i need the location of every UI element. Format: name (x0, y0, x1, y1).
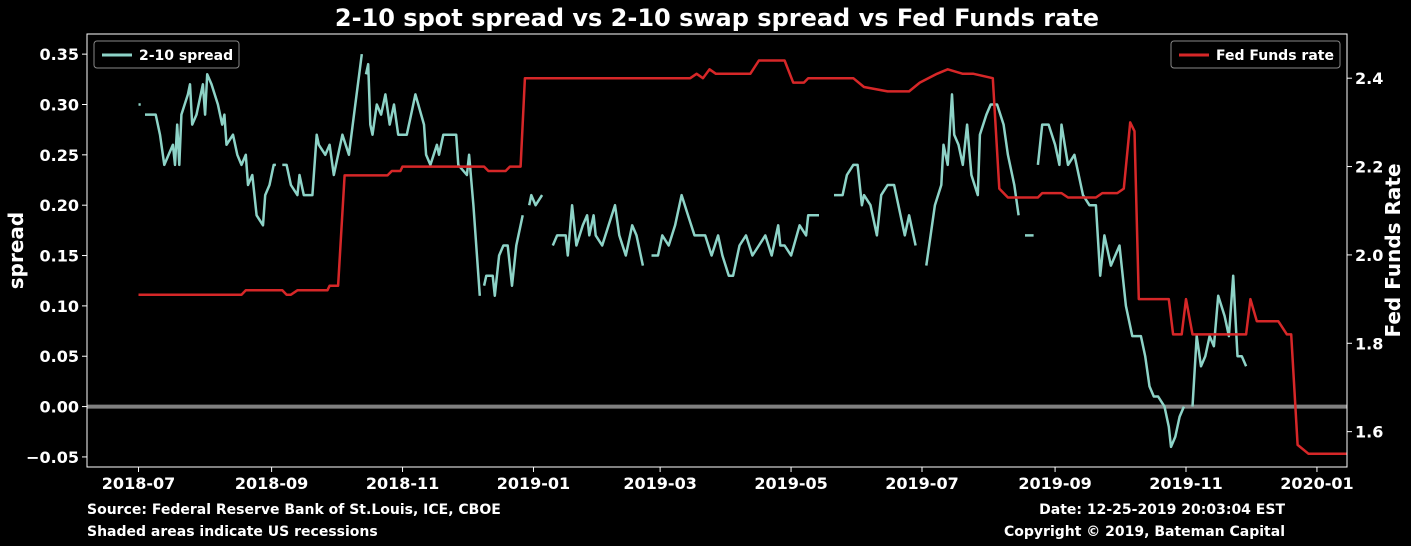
left-axis-tick-label: 0.05 (40, 347, 79, 366)
spread-series-line (482, 215, 524, 298)
right-axis-tick-label: 2.0 (1355, 246, 1383, 265)
spread-series-line (364, 62, 482, 296)
spread-series-line (1191, 274, 1248, 407)
chart-title: 2-10 spot spread vs 2-10 swap spread vs … (335, 4, 1099, 32)
spread-series-line (1036, 123, 1186, 449)
left-axis-tick-label: 0.30 (40, 95, 79, 114)
x-axis-tick-label: 2018-09 (235, 474, 308, 493)
left-axis-label: spread (4, 212, 28, 289)
right-axis-tick-label: 1.8 (1355, 334, 1383, 353)
date-note: Date: 12-25-2019 20:03:04 EST (1039, 502, 1285, 518)
left-axis-tick-label: 0.20 (40, 196, 79, 215)
x-axis-tick-label: 2020-01 (1280, 474, 1353, 493)
left-axis-tick-label: −0.05 (26, 448, 79, 467)
right-axis-tick-label: 2.2 (1355, 158, 1383, 177)
right-axis-tick-label: 1.6 (1355, 423, 1383, 442)
legend-right-label: Fed Funds rate (1216, 48, 1334, 64)
spread-series-line (145, 73, 276, 227)
spread-series-line (282, 53, 364, 197)
right-axis-tick-label: 2.4 (1355, 69, 1383, 88)
right-axis-label: Fed Funds Rate (1381, 163, 1405, 337)
x-axis-tick-label: 2019-05 (754, 474, 827, 493)
spread-series-line (925, 93, 1020, 266)
x-axis-tick-label: 2019-01 (497, 474, 570, 493)
source-note: Source: Federal Reserve Bank of St.Louis… (87, 502, 501, 518)
left-axis-tick-label: 0.00 (40, 398, 79, 417)
copyright-note: Copyright © 2019, Bateman Capital (1004, 524, 1285, 540)
spread-series-line (834, 163, 917, 246)
left-axis-tick-label: 0.15 (40, 247, 79, 266)
spread-series-line (651, 193, 819, 277)
left-axis-tick-label: 0.10 (40, 297, 79, 316)
spread-series-line (527, 193, 544, 207)
x-axis-tick-label: 2018-11 (366, 474, 439, 493)
x-axis-tick-label: 2019-09 (1018, 474, 1091, 493)
fed-funds-series-line (138, 59, 1347, 455)
left-axis-tick-label: 0.25 (40, 146, 79, 165)
recession-note: Shaded areas indicate US recessions (87, 524, 378, 540)
legend-left-box (93, 40, 240, 69)
x-axis-tick-label: 2019-07 (885, 474, 958, 493)
legend-left-label: 2-10 spread (139, 48, 233, 64)
spread-series-line (551, 203, 645, 266)
legend-right-box (1170, 40, 1341, 69)
left-axis-tick-label: 0.35 (40, 45, 79, 64)
x-axis-tick-label: 2019-11 (1149, 474, 1222, 493)
x-axis-tick-label: 2019-03 (623, 474, 696, 493)
x-axis-tick-label: 2018-07 (102, 474, 175, 493)
plot-frame (86, 33, 1348, 468)
